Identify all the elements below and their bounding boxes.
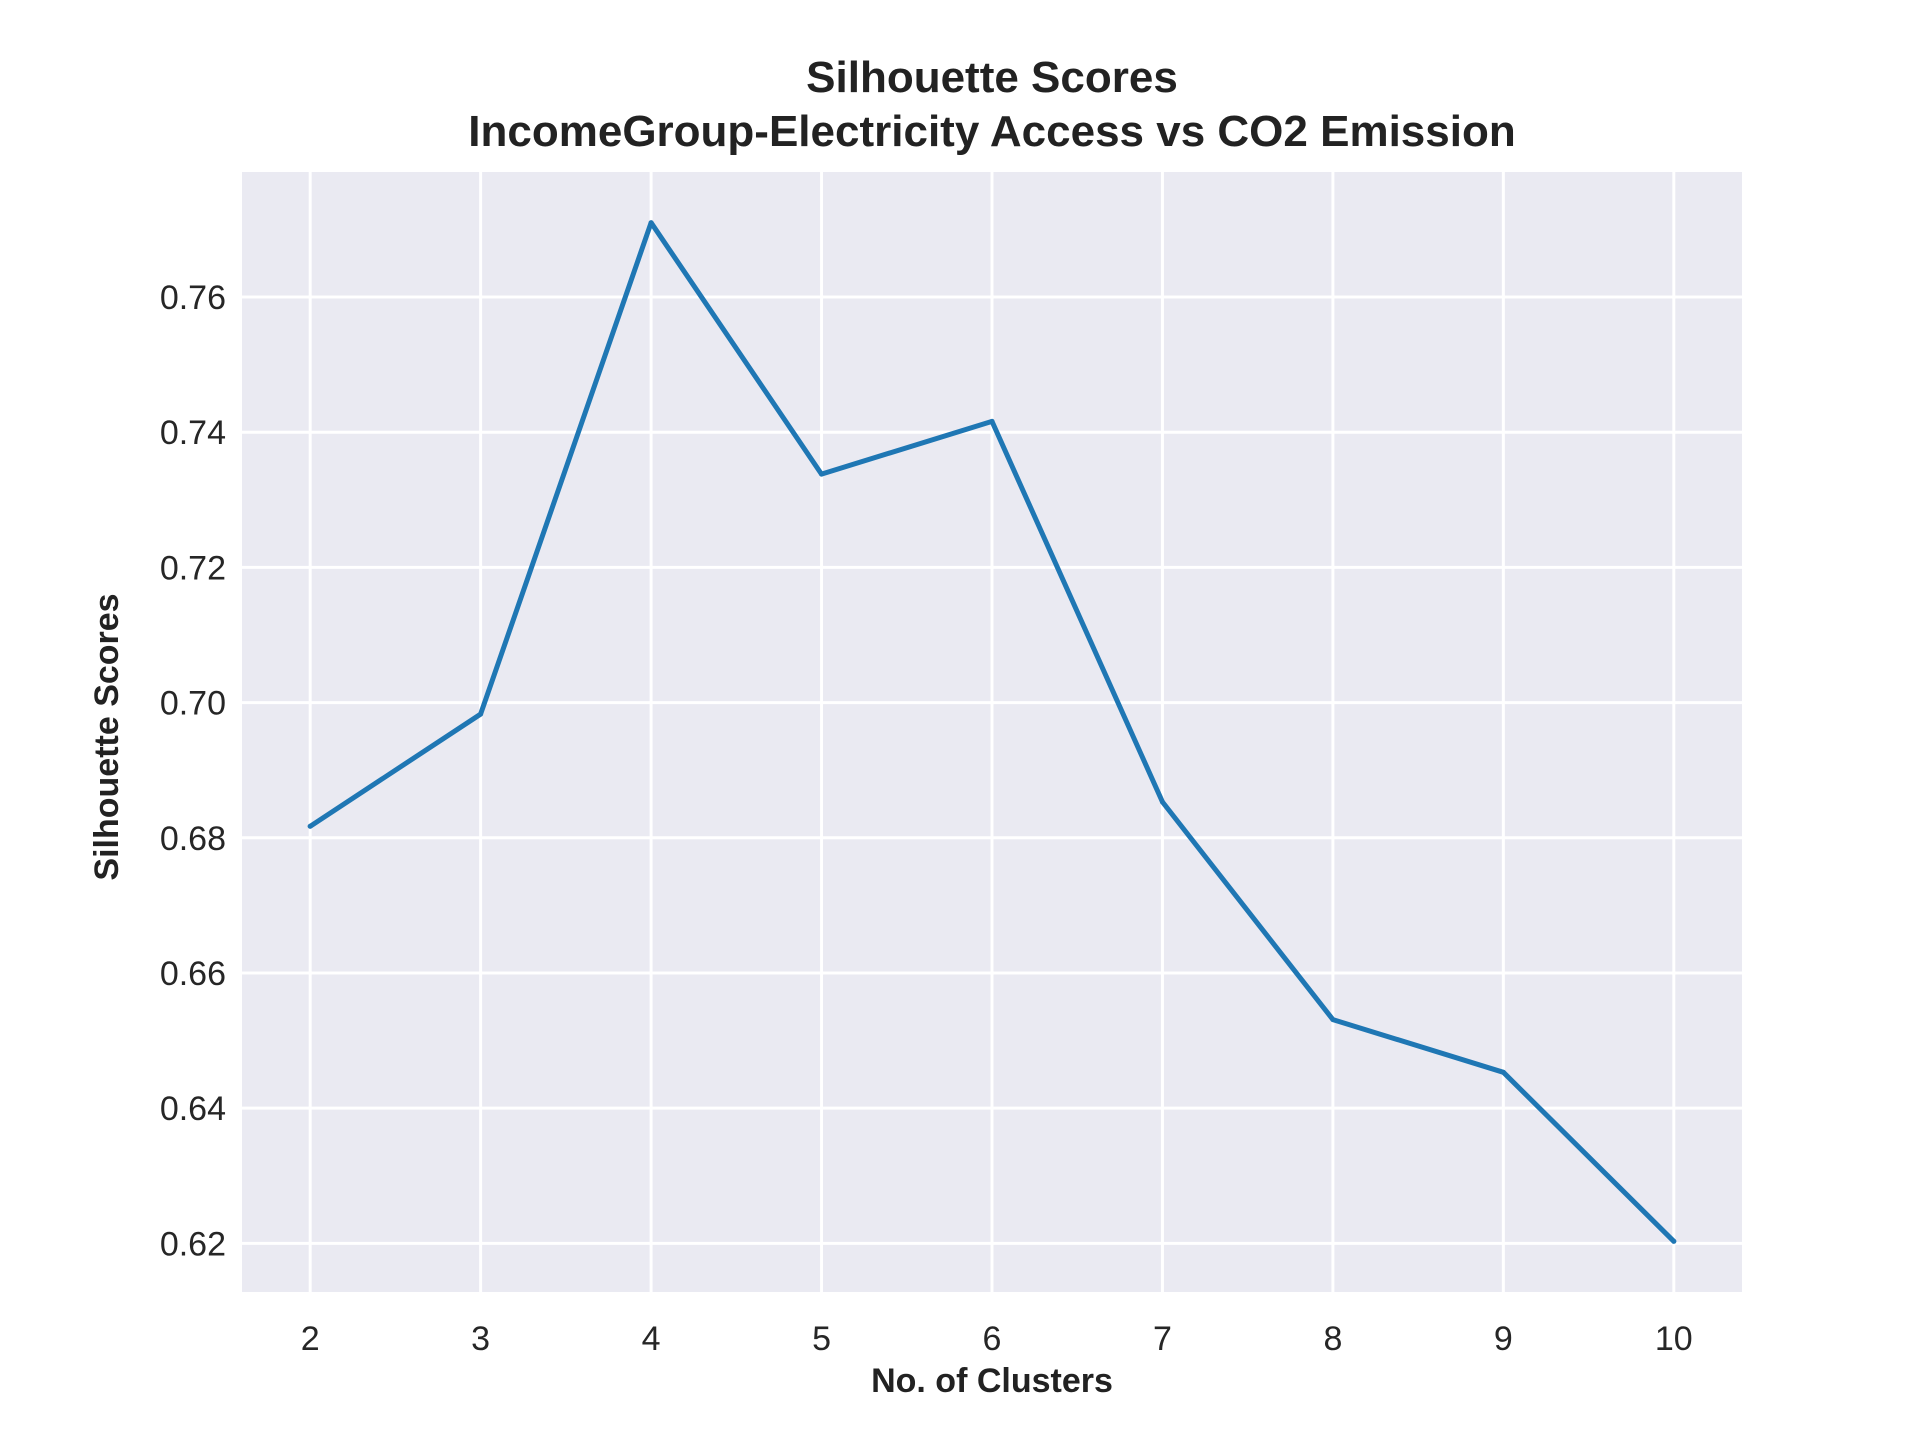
- x-tick-label: 2: [301, 1320, 320, 1358]
- x-tick-label: 6: [983, 1320, 1002, 1358]
- data-point: [648, 220, 654, 226]
- data-point: [1671, 1238, 1677, 1244]
- x-tick-label: 8: [1323, 1320, 1342, 1358]
- chart-title-line1: Silhouette Scores: [806, 53, 1178, 102]
- x-tick-label: 7: [1153, 1320, 1172, 1358]
- x-tick-label: 9: [1494, 1320, 1513, 1358]
- y-axis-label: Silhouette Scores: [88, 593, 126, 880]
- y-tick-label: 0.62: [160, 1225, 226, 1263]
- y-tick-label: 0.66: [160, 955, 226, 993]
- data-point: [989, 418, 995, 424]
- data-point: [1500, 1069, 1506, 1075]
- tick-labels: 2 3 4 5 6 7 8 9 10 0.62 0.64 0.66 0.68 0.70 0.72 0.74 0.…: [160, 279, 1693, 1358]
- data-point: [478, 711, 484, 717]
- x-tick-label: 10: [1655, 1320, 1693, 1358]
- y-tick-label: 0.74: [160, 414, 226, 452]
- y-tick-label: 0.70: [160, 685, 226, 723]
- x-tick-label: 3: [471, 1320, 490, 1358]
- data-point: [307, 823, 313, 829]
- x-axis-label: No. of Clusters: [871, 1362, 1113, 1400]
- data-point: [1159, 799, 1165, 805]
- y-tick-label: 0.72: [160, 549, 226, 587]
- chart-title-line2: IncomeGroup-Electricity Access vs CO2 Em…: [468, 107, 1515, 156]
- series-layer: [307, 220, 1677, 1244]
- y-tick-label: 0.64: [160, 1090, 226, 1128]
- data-point: [819, 471, 825, 477]
- y-tick-label: 0.68: [160, 820, 226, 858]
- x-tick-label: 5: [812, 1320, 831, 1358]
- y-tick-label: 0.76: [160, 279, 226, 317]
- x-tick-label: 4: [642, 1320, 661, 1358]
- data-point: [1330, 1017, 1336, 1023]
- grid: [242, 172, 1742, 1292]
